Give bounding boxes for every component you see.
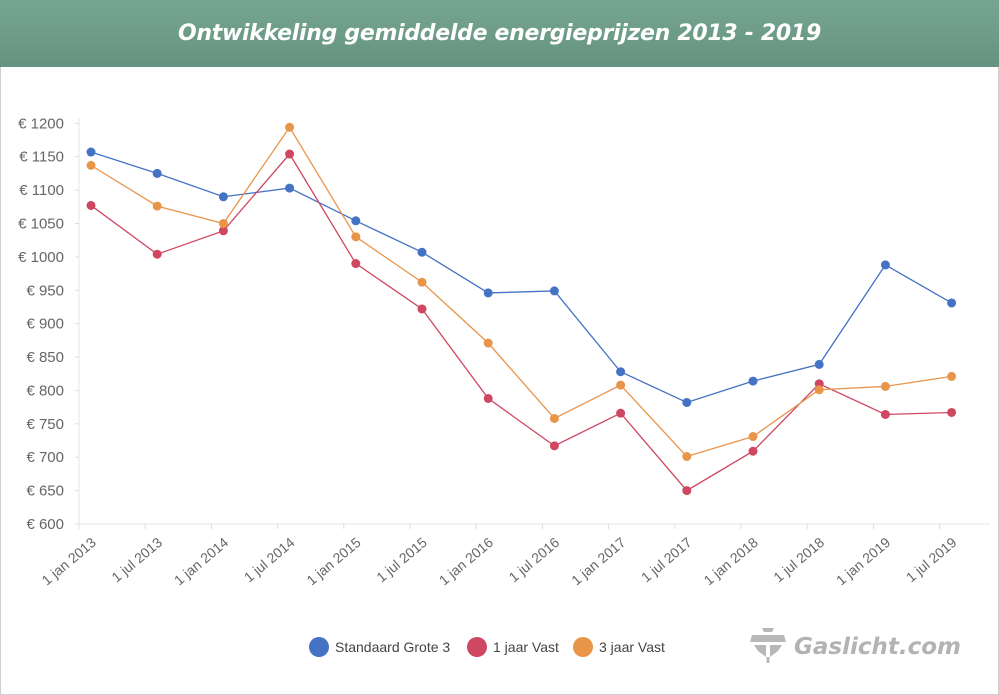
y-tick-label: € 1200 [18, 115, 64, 132]
data-point[interactable] [86, 160, 96, 170]
data-point[interactable] [483, 288, 493, 298]
data-point[interactable] [417, 304, 427, 314]
x-tick-label: 1 jan 2017 [568, 534, 629, 588]
data-point[interactable] [814, 359, 824, 369]
data-point[interactable] [682, 486, 692, 496]
x-tick-label: 1 jul 2019 [903, 534, 960, 585]
title-bar: Ontwikkeling gemiddelde energieprijzen 2… [0, 0, 999, 67]
data-point[interactable] [880, 260, 890, 270]
data-point[interactable] [814, 385, 824, 395]
x-tick-label: 1 jul 2013 [108, 534, 165, 585]
gaslicht-logo: Gaslicht.com [750, 628, 961, 663]
data-point[interactable] [152, 249, 162, 259]
data-point[interactable] [218, 218, 228, 228]
x-tick-label: 1 jul 2018 [770, 534, 827, 585]
y-tick-label: € 850 [26, 349, 64, 366]
x-tick-label: 1 jan 2013 [39, 534, 100, 588]
x-tick-label: 1 jul 2015 [373, 534, 430, 585]
legend-item[interactable]: 1 jaar Vast [467, 637, 559, 657]
y-tick-label: € 800 [26, 382, 64, 399]
series-1-jaar-vast [86, 149, 957, 496]
data-point[interactable] [86, 200, 96, 210]
data-point[interactable] [748, 376, 758, 386]
x-tick-label: 1 jul 2017 [638, 534, 695, 585]
x-tick-label: 1 jan 2014 [171, 534, 232, 588]
series-standaard-grote-3 [86, 147, 957, 407]
y-tick-label: € 700 [26, 449, 64, 466]
y-tick-label: € 750 [26, 416, 64, 433]
data-point[interactable] [748, 432, 758, 442]
x-tick-label: 1 jan 2015 [303, 534, 364, 588]
data-point[interactable] [947, 407, 957, 417]
data-point[interactable] [285, 122, 295, 132]
data-point[interactable] [351, 216, 361, 226]
data-point[interactable] [152, 168, 162, 178]
data-point[interactable] [351, 259, 361, 269]
data-point[interactable] [947, 298, 957, 308]
legend-label: 3 jaar Vast [599, 639, 665, 655]
data-point[interactable] [218, 192, 228, 202]
data-point[interactable] [880, 409, 890, 419]
legend-marker [467, 637, 487, 657]
y-tick-label: € 1050 [18, 215, 64, 232]
data-point[interactable] [152, 201, 162, 211]
data-point[interactable] [285, 183, 295, 193]
data-point[interactable] [616, 367, 626, 377]
series-line [90, 151, 952, 404]
legend-label: Standaard Grote 3 [335, 639, 450, 655]
data-point[interactable] [86, 147, 96, 157]
data-point[interactable] [351, 232, 361, 242]
data-point[interactable] [417, 277, 427, 287]
y-tick-label: € 900 [26, 316, 64, 333]
series-line [90, 152, 952, 492]
data-point[interactable] [549, 413, 559, 423]
legend-item[interactable]: Standaard Grote 3 [309, 637, 450, 657]
y-tick-label: € 950 [26, 282, 64, 299]
y-tick-label: € 1100 [19, 182, 64, 199]
series-line [90, 126, 952, 458]
x-tick-label: 1 jul 2016 [506, 534, 563, 585]
y-tick-label: € 1000 [18, 249, 64, 266]
logo-text: Gaslicht.com [794, 634, 961, 660]
legend-label: 1 jaar Vast [493, 639, 559, 655]
data-point[interactable] [483, 393, 493, 403]
data-point[interactable] [549, 286, 559, 296]
data-point[interactable] [285, 149, 295, 159]
data-point[interactable] [748, 446, 758, 456]
y-tick-label: € 650 [26, 483, 64, 500]
legend-marker [573, 637, 593, 657]
data-point[interactable] [682, 452, 692, 462]
data-point[interactable] [218, 226, 228, 236]
y-tick-label: € 1150 [19, 149, 64, 166]
legend-item[interactable]: 3 jaar Vast [573, 637, 665, 657]
data-point[interactable] [616, 408, 626, 418]
data-point[interactable] [880, 381, 890, 391]
x-tick-label: 1 jan 2016 [436, 534, 497, 588]
data-point[interactable] [682, 397, 692, 407]
chart-title: Ontwikkeling gemiddelde energieprijzen 2… [178, 21, 821, 46]
data-point[interactable] [947, 371, 957, 381]
data-point[interactable] [616, 380, 626, 390]
legend-marker [309, 637, 329, 657]
x-tick-label: 1 jan 2018 [701, 534, 762, 588]
series-3-jaar-vast [86, 122, 957, 462]
y-tick-label: € 600 [26, 516, 64, 533]
logo-icon [750, 628, 786, 663]
data-point[interactable] [483, 338, 493, 348]
x-tick-label: 1 jul 2014 [241, 534, 298, 585]
data-point[interactable] [549, 441, 559, 451]
data-point[interactable] [417, 247, 427, 257]
x-tick-label: 1 jan 2019 [833, 534, 894, 588]
